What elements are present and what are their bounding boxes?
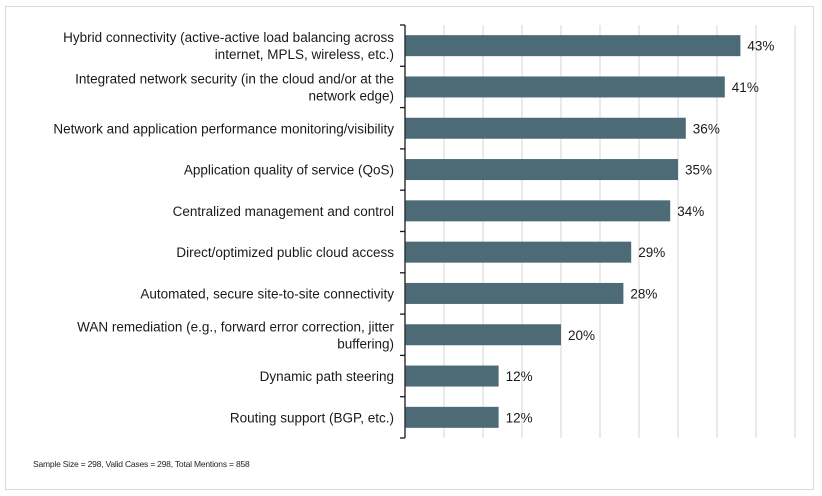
category-label: buffering) <box>337 336 394 351</box>
data-label: 41% <box>732 80 759 95</box>
category-label: internet, MPLS, wireless, etc.) <box>215 47 394 62</box>
category-label: Routing support (BGP, etc.) <box>230 410 394 425</box>
footnote: Sample Size = 298, Valid Cases = 298, To… <box>33 459 250 469</box>
category-label: WAN remediation (e.g., forward error cor… <box>77 319 394 334</box>
data-label: 35% <box>685 163 712 178</box>
bar <box>405 159 678 181</box>
data-label: 29% <box>638 245 665 260</box>
category-label: Centralized management and control <box>173 204 394 219</box>
category-label: Dynamic path steering <box>260 369 394 384</box>
data-label: 34% <box>677 204 704 219</box>
category-label: Network and application performance moni… <box>53 121 394 136</box>
bar <box>405 241 632 263</box>
bar <box>405 35 741 57</box>
data-label: 12% <box>506 410 533 425</box>
bar <box>405 406 499 428</box>
category-label: Direct/optimized public cloud access <box>176 245 394 260</box>
bar <box>405 200 671 222</box>
data-label: 36% <box>693 121 720 136</box>
data-label: 20% <box>568 328 595 343</box>
data-label: 43% <box>747 39 774 54</box>
category-label: Integrated network security (in the clou… <box>75 71 394 86</box>
category-label: Application quality of service (QoS) <box>184 163 394 178</box>
data-label: 12% <box>506 369 533 384</box>
category-label: network edge) <box>308 88 394 103</box>
category-label: Hybrid connectivity (active-active load … <box>63 30 394 45</box>
bar <box>405 365 499 387</box>
bar <box>405 282 624 304</box>
bar <box>405 324 561 346</box>
data-label: 28% <box>630 286 657 301</box>
bar <box>405 117 686 139</box>
category-label: Automated, secure site-to-site connectiv… <box>140 286 394 301</box>
bar <box>405 76 725 98</box>
